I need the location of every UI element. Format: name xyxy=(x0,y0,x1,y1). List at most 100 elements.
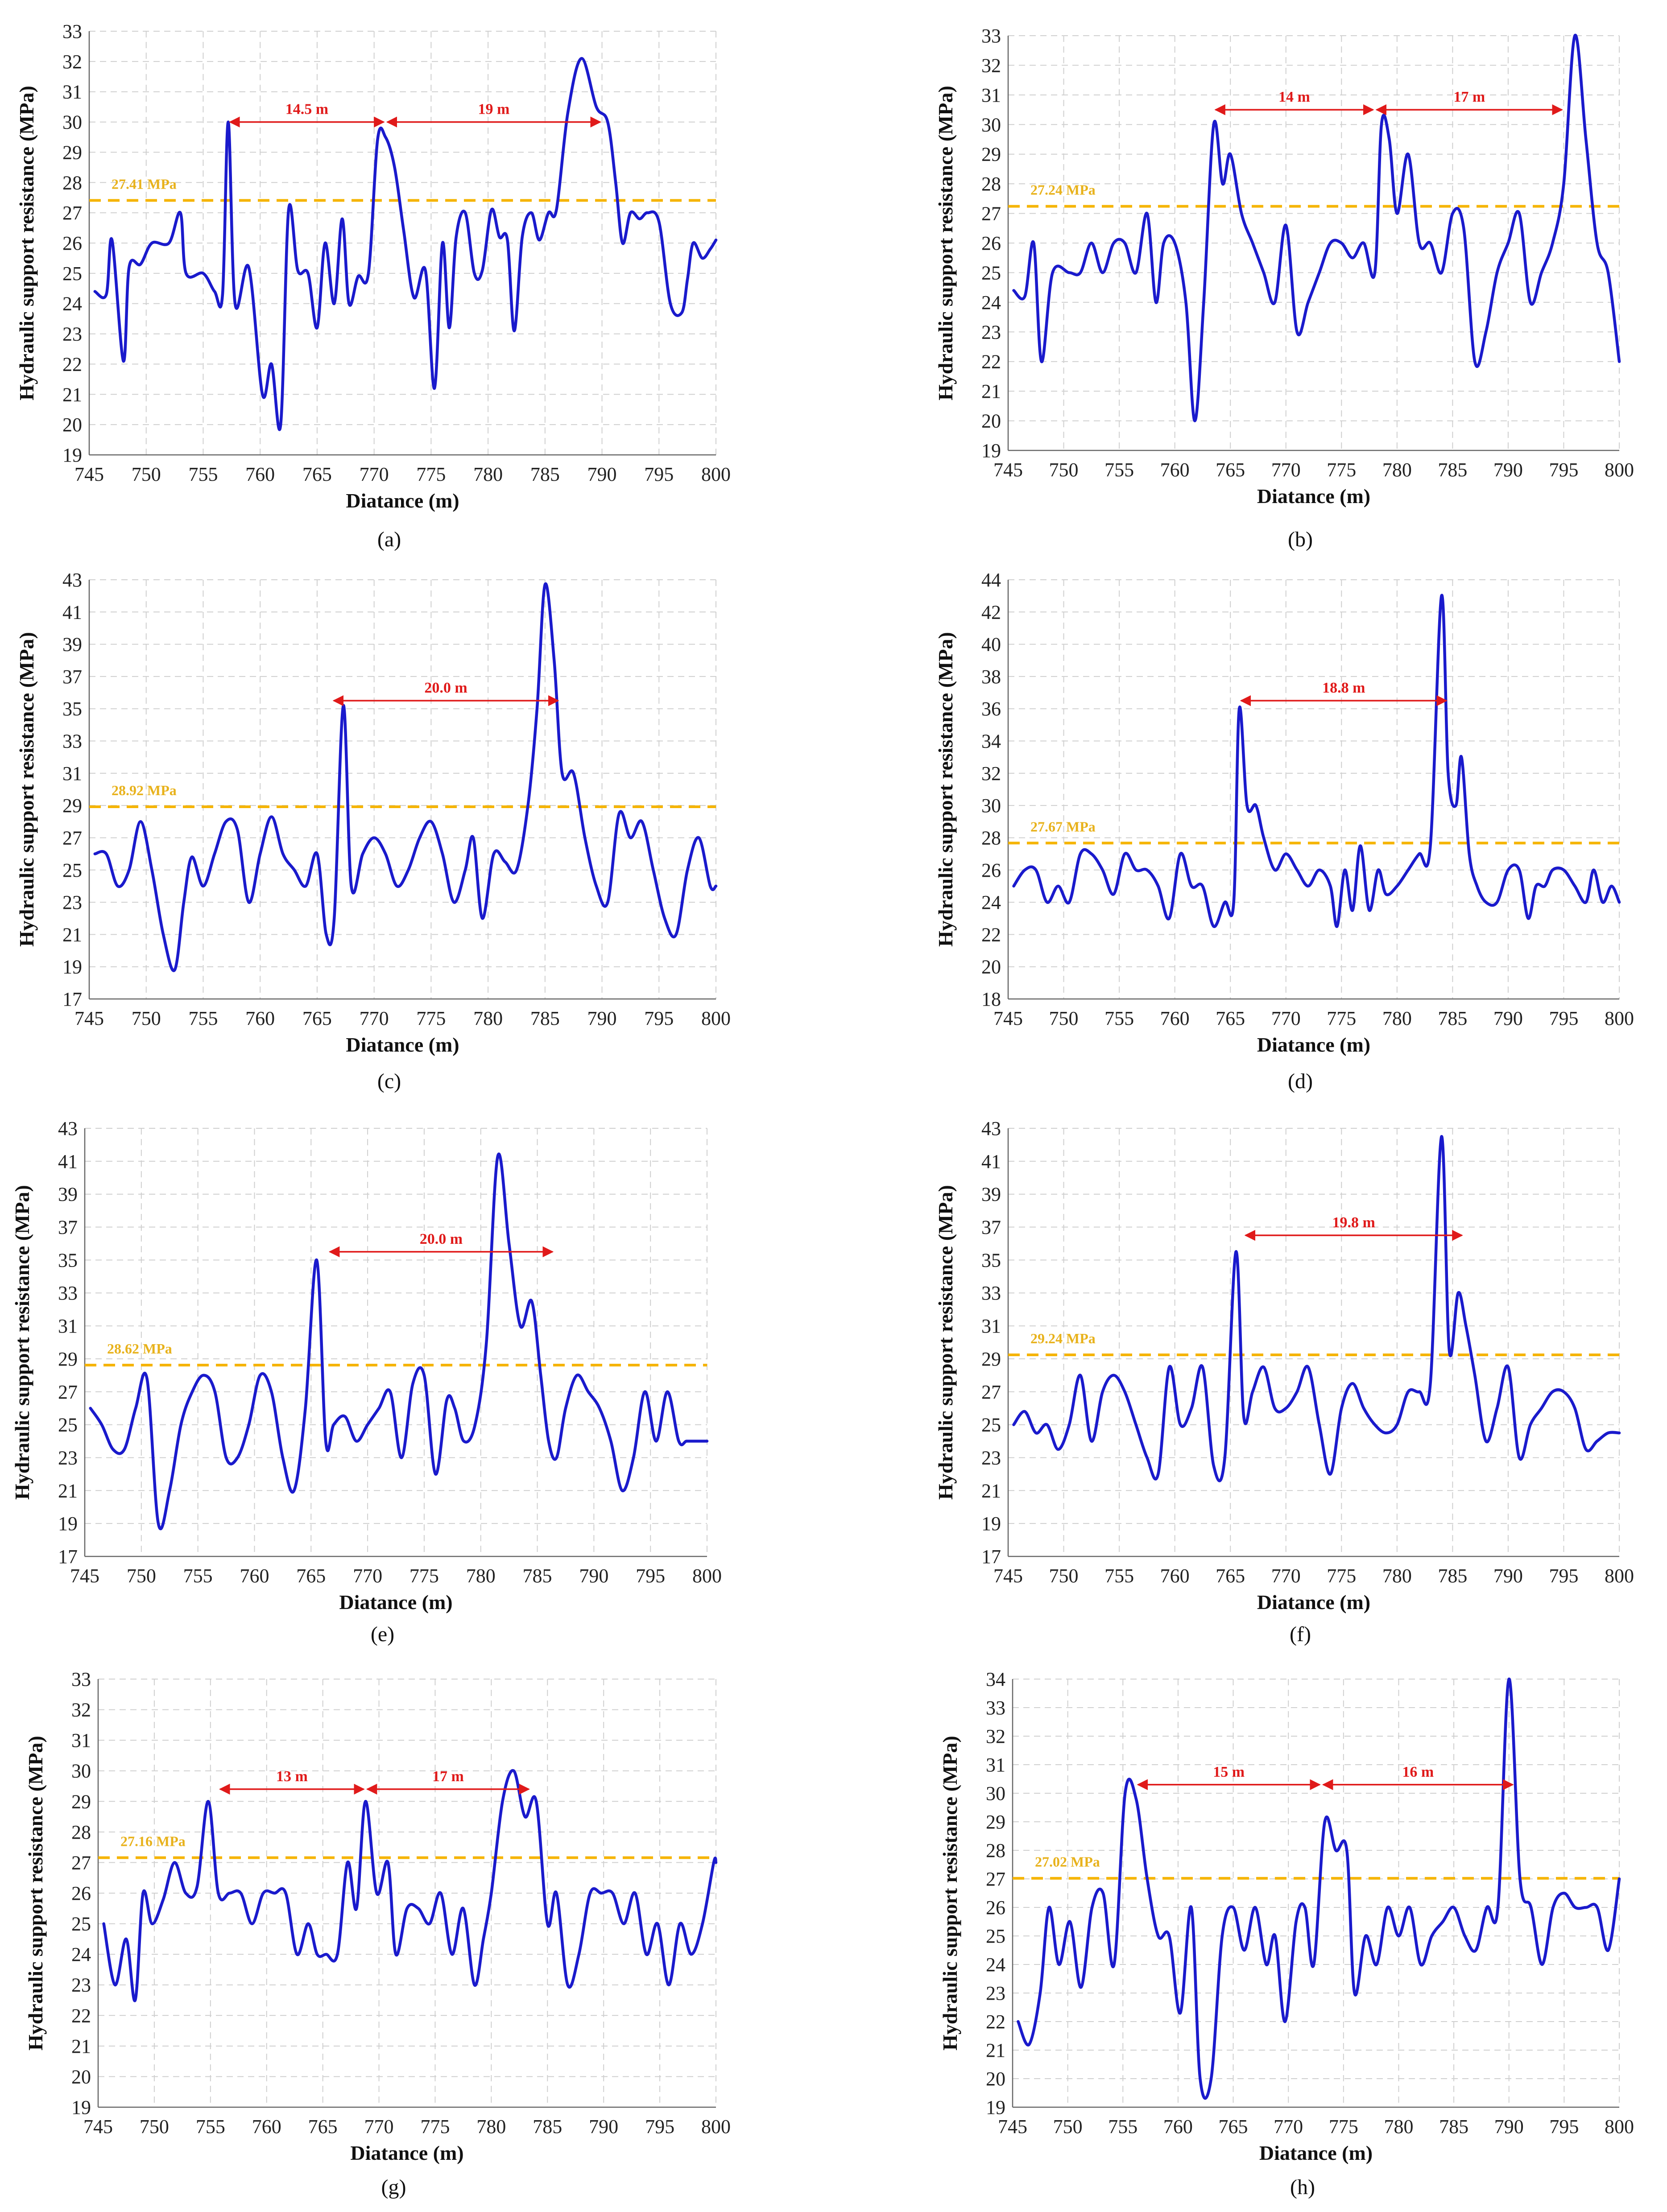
chart-panel-a: 19 20 21 22 23 24 25 26 27 28 29 30 31 32 33 745 750 755 7… xyxy=(15,21,731,551)
x-tick-label: 770 xyxy=(1271,459,1301,481)
x-tick-label: 755 xyxy=(183,1565,213,1587)
y-tick-label: 22 xyxy=(71,2005,91,2026)
y-tick-label: 27 xyxy=(981,1381,1001,1403)
y-tick-label: 31 xyxy=(62,763,82,784)
y-tick-label: 34 xyxy=(986,1668,1005,1690)
y-tick-label: 19 xyxy=(71,2096,91,2118)
y-tick-label: 30 xyxy=(71,1760,91,1782)
data-series-line xyxy=(102,1769,718,2002)
y-tick-label: 20 xyxy=(62,414,82,436)
y-axis-title: Hydraulic support resistance (MPa) xyxy=(939,1736,961,2051)
x-tick-label: 790 xyxy=(1494,2116,1524,2138)
y-tick-label: 37 xyxy=(62,666,82,688)
x-tick-label: 800 xyxy=(692,1565,722,1587)
y-tick-label: 22 xyxy=(981,924,1001,945)
x-tick-label: 760 xyxy=(1163,2116,1193,2138)
x-tick-label: 750 xyxy=(132,1007,161,1029)
x-axis-title: Diatance (m) xyxy=(350,2142,463,2164)
y-tick-label: 25 xyxy=(981,262,1001,284)
x-tick-label: 800 xyxy=(1605,1007,1634,1029)
panel-label: (b) xyxy=(1288,528,1313,551)
x-tick-label: 775 xyxy=(1327,1007,1356,1029)
x-tick-label: 760 xyxy=(1160,1565,1190,1587)
x-tick-label: 800 xyxy=(1605,2116,1634,2138)
x-tick-label: 780 xyxy=(473,463,503,485)
y-tick-label: 32 xyxy=(986,1725,1005,1747)
y-tick-label: 33 xyxy=(981,1282,1001,1304)
x-tick-label: 780 xyxy=(1382,459,1412,481)
gridlines xyxy=(89,579,716,999)
y-tick-label: 18 xyxy=(981,988,1001,1010)
x-tick-label: 775 xyxy=(420,2116,450,2138)
panel-label: (g) xyxy=(381,2175,406,2199)
reference-line-label: 27.24 MPa xyxy=(1030,182,1096,198)
distance-label: 20.0 m xyxy=(424,680,467,696)
data-series-line xyxy=(93,582,718,972)
x-axis-title: Diatance (m) xyxy=(1257,1033,1370,1056)
gridlines xyxy=(1008,579,1620,999)
y-tick-label: 31 xyxy=(62,81,82,103)
y-tick-label: 30 xyxy=(981,114,1001,136)
x-tick-label: 755 xyxy=(188,1007,218,1029)
x-tick-label: 790 xyxy=(579,1565,608,1587)
gridlines xyxy=(1008,35,1620,451)
y-axis-title: Hydraulic support resistance (MPa) xyxy=(24,1736,47,2051)
y-tick-label: 33 xyxy=(981,25,1001,47)
y-tick-label: 20 xyxy=(981,956,1001,978)
y-tick-label: 33 xyxy=(986,1697,1005,1719)
x-tick-label: 765 xyxy=(1219,2116,1248,2138)
x-tick-label: 770 xyxy=(360,1007,389,1029)
x-tick-label: 785 xyxy=(1438,1007,1467,1029)
y-tick-label: 25 xyxy=(986,1925,1005,1947)
x-tick-label: 790 xyxy=(1493,1007,1523,1029)
y-tick-label: 31 xyxy=(58,1315,78,1337)
y-tick-label: 33 xyxy=(62,730,82,752)
x-tick-label: 745 xyxy=(83,2116,113,2138)
gridlines xyxy=(84,1128,707,1557)
x-tick-label: 765 xyxy=(1216,1565,1245,1587)
y-tick-label: 24 xyxy=(981,891,1001,913)
x-tick-label: 780 xyxy=(1382,1007,1412,1029)
y-tick-label: 29 xyxy=(981,1348,1001,1370)
x-tick-label: 790 xyxy=(587,1007,617,1029)
x-tick-label: 785 xyxy=(523,1565,552,1587)
x-tick-label: 770 xyxy=(353,1565,382,1587)
panel-label: (h) xyxy=(1290,2175,1315,2199)
data-points xyxy=(103,1771,716,2000)
distance-label: 20.0 m xyxy=(420,1231,463,1247)
y-tick-label: 31 xyxy=(981,84,1001,106)
y-tick-label: 27 xyxy=(981,203,1001,225)
y-tick-label: 43 xyxy=(58,1118,78,1139)
y-tick-label: 19 xyxy=(981,1513,1001,1535)
y-tick-label: 43 xyxy=(981,1118,1001,1139)
y-tick-label: 39 xyxy=(62,634,82,656)
x-axis-title: Diatance (m) xyxy=(1259,2142,1373,2164)
x-tick-label: 780 xyxy=(476,2116,506,2138)
y-tick-label: 26 xyxy=(71,1882,91,1904)
y-tick-label: 28 xyxy=(981,827,1001,849)
y-tick-label: 19 xyxy=(58,1513,78,1535)
reference-line-label: 28.62 MPa xyxy=(107,1341,172,1357)
distance-label: 17 m xyxy=(432,1768,464,1785)
x-tick-label: 745 xyxy=(993,459,1023,481)
x-tick-label: 770 xyxy=(1271,1565,1301,1587)
y-tick-label: 22 xyxy=(62,353,82,375)
y-tick-label: 31 xyxy=(986,1754,1005,1776)
distance-label: 17 m xyxy=(1453,89,1485,105)
y-tick-label: 30 xyxy=(981,795,1001,817)
x-tick-label: 765 xyxy=(1216,459,1245,481)
y-tick-label: 38 xyxy=(981,666,1001,688)
x-tick-label: 770 xyxy=(1271,1007,1301,1029)
panel-label: (f) xyxy=(1290,1622,1311,1646)
x-tick-label: 795 xyxy=(645,2116,674,2138)
gridlines xyxy=(1008,1128,1620,1557)
y-tick-label: 21 xyxy=(71,2035,91,2057)
x-tick-label: 745 xyxy=(998,2116,1027,2138)
y-tick-label: 23 xyxy=(58,1447,78,1469)
y-tick-label: 21 xyxy=(58,1480,78,1502)
x-tick-label: 755 xyxy=(1104,459,1134,481)
x-tick-label: 750 xyxy=(132,463,161,485)
y-axis-title: Hydraulic support resistance (MPa) xyxy=(934,632,957,947)
y-tick-label: 17 xyxy=(981,1546,1001,1568)
x-tick-label: 800 xyxy=(701,2116,731,2138)
